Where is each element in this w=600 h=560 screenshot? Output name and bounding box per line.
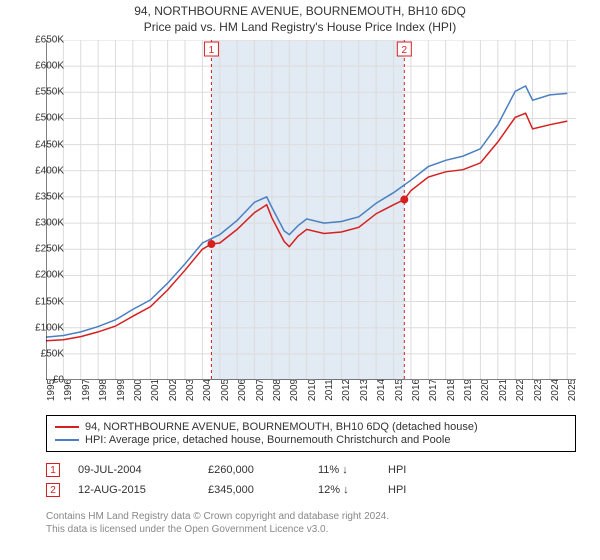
footer-attribution: Contains HM Land Registry data © Crown c…: [46, 510, 576, 536]
sale-vs: HPI: [388, 464, 448, 476]
svg-text:2: 2: [402, 45, 408, 56]
sale-row: 1 09-JUL-2004 £260,000 11% ↓ HPI: [46, 460, 576, 480]
sale-price: £345,000: [208, 484, 318, 496]
sale-badge: 2: [46, 483, 60, 497]
sale-pct: 11% ↓: [318, 464, 388, 476]
footer-line-2: This data is licensed under the Open Gov…: [46, 523, 576, 536]
sale-price: £260,000: [208, 464, 318, 476]
svg-text:1: 1: [209, 45, 215, 56]
sale-vs: HPI: [388, 484, 448, 496]
legend-text: HPI: Average price, detached house, Bour…: [85, 434, 450, 446]
line-chart: 12: [46, 40, 576, 380]
sale-badge: 1: [46, 463, 60, 477]
arrow-down-icon: ↓: [343, 484, 349, 496]
chart-area: 12: [46, 40, 576, 380]
title-sub: Price paid vs. HM Land Registry's House …: [0, 20, 600, 34]
legend-swatch: [55, 426, 79, 428]
sale-date: 09-JUL-2004: [78, 464, 208, 476]
legend-text: 94, NORTHBOURNE AVENUE, BOURNEMOUTH, BH1…: [85, 421, 478, 433]
legend-row-property: 94, NORTHBOURNE AVENUE, BOURNEMOUTH, BH1…: [55, 421, 567, 433]
chart-titles: 94, NORTHBOURNE AVENUE, BOURNEMOUTH, BH1…: [0, 0, 600, 36]
sale-pct: 12% ↓: [318, 484, 388, 496]
legend-swatch: [55, 439, 79, 441]
legend: 94, NORTHBOURNE AVENUE, BOURNEMOUTH, BH1…: [46, 415, 576, 452]
sale-date: 12-AUG-2015: [78, 484, 208, 496]
title-main: 94, NORTHBOURNE AVENUE, BOURNEMOUTH, BH1…: [0, 4, 600, 18]
sale-row: 2 12-AUG-2015 £345,000 12% ↓ HPI: [46, 480, 576, 500]
legend-row-hpi: HPI: Average price, detached house, Bour…: [55, 434, 567, 446]
footer-line-1: Contains HM Land Registry data © Crown c…: [46, 510, 576, 523]
arrow-down-icon: ↓: [342, 464, 348, 476]
sales-table: 1 09-JUL-2004 £260,000 11% ↓ HPI 2 12-AU…: [46, 460, 576, 500]
